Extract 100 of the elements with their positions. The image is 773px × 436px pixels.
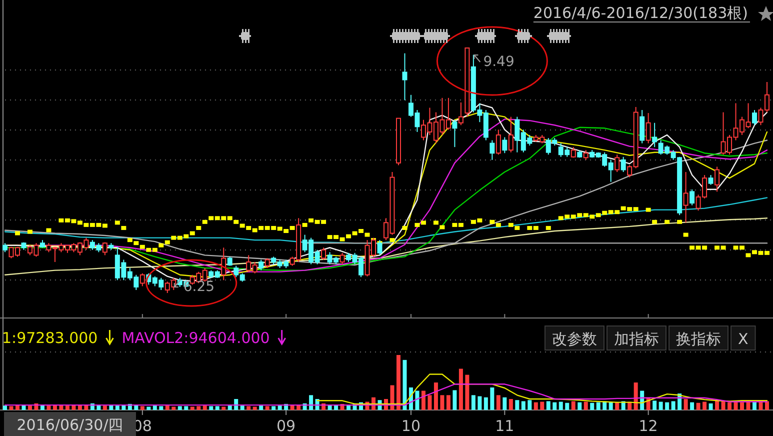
bar (134, 405, 138, 410)
bar (552, 402, 557, 410)
bar (59, 405, 64, 410)
bar (452, 390, 457, 410)
bar (152, 406, 157, 410)
bar (259, 406, 264, 410)
x-tick-label: 09 (276, 417, 296, 435)
bar (658, 402, 663, 410)
candlestick (402, 52, 408, 101)
bar (596, 402, 600, 410)
bar (140, 406, 144, 410)
bar (334, 405, 338, 410)
bar (502, 397, 507, 410)
bar (508, 399, 513, 410)
bar (115, 406, 120, 410)
bar (615, 402, 620, 410)
bar (3, 406, 7, 410)
bar (458, 368, 463, 410)
bar (558, 402, 563, 410)
bar (684, 399, 688, 410)
x-tick-label: 12 (638, 417, 658, 435)
bar (240, 406, 244, 410)
text: 改参数 (552, 330, 597, 348)
bar (546, 401, 550, 410)
x-tick-label: 11 (495, 417, 514, 435)
bar (28, 406, 32, 410)
bar (396, 355, 400, 410)
bar (446, 395, 450, 410)
legend-label: MAVOL2:94604.000 (122, 329, 270, 347)
bar (228, 406, 232, 410)
text: 2016/06/30/四 (16, 416, 124, 434)
bar (540, 402, 544, 410)
bar (215, 406, 220, 410)
chart-title: 2016/4/6-2016/12/30(183根) (533, 4, 748, 22)
text: X (738, 330, 748, 348)
bar (702, 402, 707, 410)
bar (571, 401, 576, 410)
bar (484, 397, 488, 410)
bar (490, 387, 494, 410)
annotation: 9.49 (483, 54, 514, 70)
bar (278, 406, 282, 410)
bar (402, 360, 407, 410)
bar (109, 405, 114, 410)
bar (590, 402, 594, 410)
bar (721, 401, 726, 410)
bar (390, 385, 394, 410)
bar (296, 405, 301, 410)
bar (528, 400, 532, 410)
bar (65, 406, 70, 410)
bar (9, 406, 14, 410)
bar (578, 402, 582, 410)
bar (521, 401, 526, 410)
legend-label: 1:97283.000 (2, 329, 98, 347)
bar (172, 406, 176, 410)
bar (690, 402, 694, 410)
bar (265, 406, 270, 410)
bar (415, 390, 420, 410)
bar (421, 390, 426, 410)
bar (515, 400, 520, 410)
bar (184, 406, 188, 410)
bar (246, 406, 251, 410)
bar (102, 406, 107, 410)
bar (434, 382, 438, 410)
bar (428, 395, 432, 410)
bar (46, 406, 51, 410)
bar (584, 402, 588, 410)
x-tick-label: 10 (401, 417, 421, 435)
bar (440, 395, 444, 410)
bar (190, 406, 194, 410)
bar (565, 402, 570, 410)
bar (178, 406, 182, 410)
bar (708, 403, 713, 410)
bar (740, 402, 744, 410)
bar (652, 400, 657, 410)
bar (234, 399, 238, 410)
bar (196, 406, 201, 410)
bar (696, 402, 700, 410)
bar (252, 406, 257, 410)
candlestick (683, 172, 688, 224)
bar (84, 405, 88, 410)
bar (634, 382, 638, 410)
bar (671, 401, 676, 410)
bar (272, 406, 276, 410)
text: 加指标 (614, 330, 659, 348)
bar (202, 406, 207, 410)
bar (728, 402, 732, 410)
bar (159, 406, 164, 410)
bar (222, 406, 226, 410)
bar (471, 395, 476, 410)
bar (478, 396, 482, 410)
annotation: 6.25 (183, 279, 215, 295)
bar (465, 374, 470, 410)
bar (309, 395, 314, 410)
bar (40, 405, 44, 410)
text: 换指标 (676, 330, 721, 348)
bar (78, 405, 82, 410)
bar (146, 406, 151, 410)
bar (165, 406, 170, 410)
bar (665, 402, 670, 410)
bar (534, 402, 538, 410)
